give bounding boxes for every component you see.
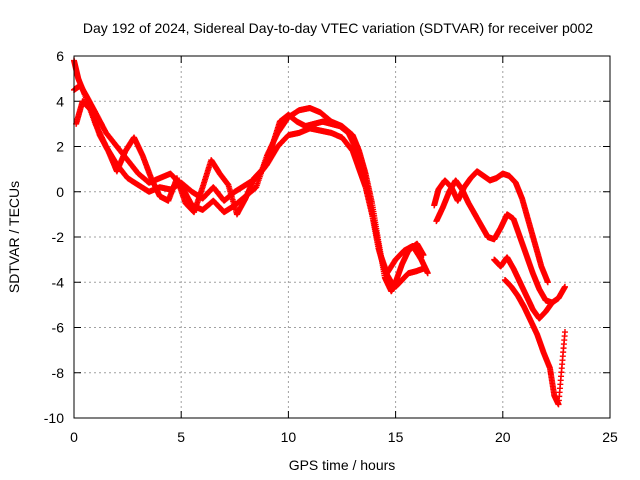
y-tick-label: -4 bbox=[52, 274, 65, 290]
axis-ticks: 0 5 10 15 20 25 -10 -8 -6 -4 -2 0 2 4 6 bbox=[44, 48, 618, 445]
y-tick-label: 6 bbox=[56, 48, 64, 64]
x-tick-label: 10 bbox=[281, 429, 297, 445]
y-tick-label: -8 bbox=[52, 365, 65, 381]
y-tick-label: 0 bbox=[56, 184, 64, 200]
data-point bbox=[420, 252, 427, 259]
series-track-6 bbox=[491, 254, 556, 322]
y-tick-label: -6 bbox=[52, 320, 65, 336]
y-tick-label: 4 bbox=[56, 93, 64, 109]
x-tick-label: 15 bbox=[388, 429, 404, 445]
x-tick-label: 20 bbox=[495, 429, 511, 445]
data-point bbox=[549, 299, 556, 306]
data-point bbox=[561, 329, 568, 336]
chart-title: Day 192 of 2024, Sidereal Day-to-day VTE… bbox=[83, 20, 593, 36]
plot-frame bbox=[73, 55, 611, 419]
series-track-1 bbox=[71, 57, 427, 290]
y-tick-label: -2 bbox=[52, 229, 65, 245]
data-point bbox=[561, 283, 568, 290]
series-track-5 bbox=[433, 177, 568, 306]
data-point bbox=[544, 279, 551, 286]
grid bbox=[74, 56, 610, 418]
data-points bbox=[71, 57, 568, 408]
x-tick-label: 25 bbox=[602, 429, 618, 445]
y-tick-label: -10 bbox=[44, 410, 64, 426]
y-tick-label: 2 bbox=[56, 139, 64, 155]
x-axis-label: GPS time / hours bbox=[289, 457, 396, 473]
x-tick-label: 0 bbox=[70, 429, 78, 445]
series-track-7 bbox=[501, 276, 568, 408]
data-point bbox=[424, 270, 431, 277]
series-track-3 bbox=[73, 98, 431, 277]
x-tick-label: 5 bbox=[177, 429, 185, 445]
y-axis-label: SDTVAR / TECUs bbox=[6, 181, 22, 293]
